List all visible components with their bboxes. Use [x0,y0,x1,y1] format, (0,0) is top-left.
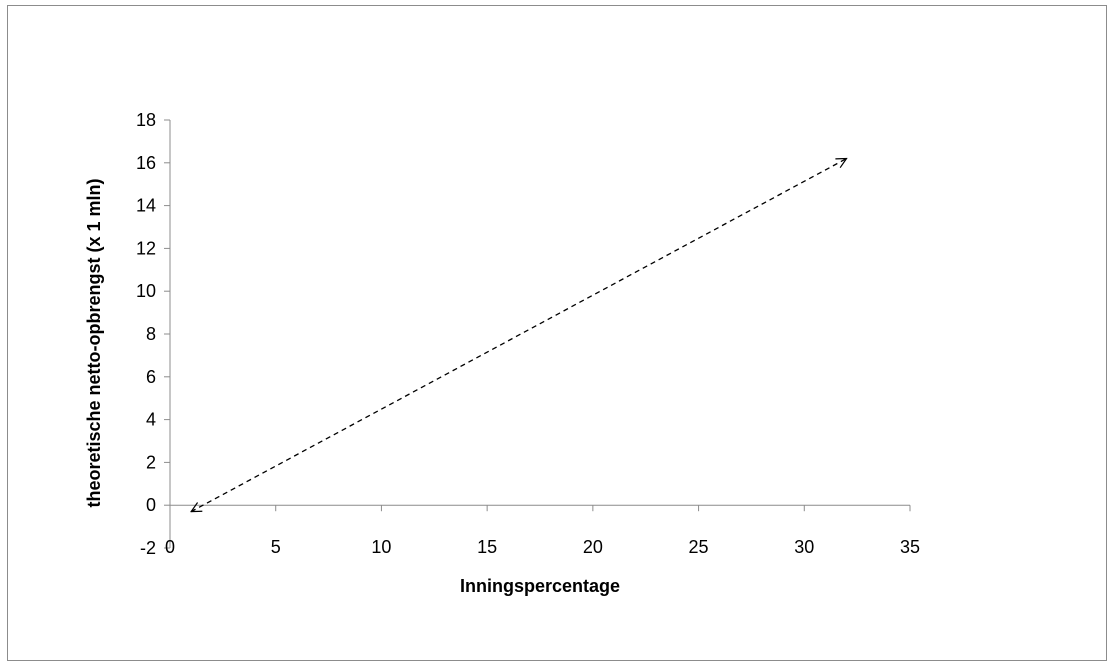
x-tick-label: 5 [271,537,281,557]
x-tick-label: 0 [165,537,175,557]
x-tick-label: 25 [689,537,709,557]
y-tick-label: 8 [146,324,156,344]
y-tick-label: 2 [146,452,156,472]
y-tick-label: 6 [146,367,156,387]
y-axis-title: theoretische netto-opbrengst (x 1 mln) [84,178,104,507]
series-line [191,159,846,512]
x-tick-label: 35 [900,537,920,557]
x-tick-label: 15 [477,537,497,557]
y-tick-label: 10 [136,281,156,301]
x-tick-label: 10 [371,537,391,557]
y-tick-label: 0 [146,495,156,515]
x-axis-title: Inningspercentage [460,576,620,596]
y-tick-label: 12 [136,238,156,258]
y-tick-label: 4 [146,410,156,430]
y-tick-label: 18 [136,110,156,130]
y-tick-label: 14 [136,196,156,216]
x-tick-label: 20 [583,537,603,557]
y-tick-label: -2 [140,538,156,558]
y-tick-label: 16 [136,153,156,173]
x-tick-label: 30 [794,537,814,557]
